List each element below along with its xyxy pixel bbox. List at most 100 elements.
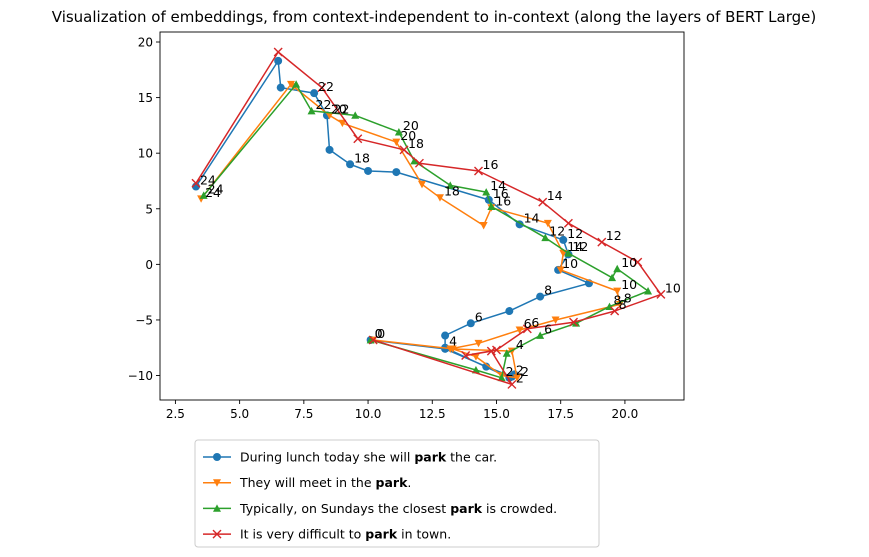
x-tick-label: 17.5 — [547, 407, 574, 421]
data-point — [564, 249, 573, 257]
x-tick-label: 20.0 — [612, 407, 639, 421]
layer-label: 14 — [524, 210, 540, 225]
data-point — [307, 106, 316, 115]
x-marker-stroke — [317, 83, 327, 93]
x-marker-stroke — [191, 178, 201, 188]
data-point — [633, 257, 643, 267]
legend-text: the car. — [446, 450, 497, 465]
data-point — [610, 306, 620, 316]
data-point — [536, 292, 545, 301]
legend-text: Typically, on Sundays the closest — [239, 501, 450, 516]
layer-label: 24 — [200, 173, 216, 188]
layer-label: 10 — [665, 280, 681, 295]
y-tick-label: 20 — [138, 36, 153, 50]
legend-entry: They will meet in the park. — [203, 475, 411, 490]
layer-label: 0 — [375, 326, 383, 341]
layer-label: 10 — [562, 256, 578, 271]
layer-label: 8 — [544, 283, 552, 298]
legend-bold-word: park — [450, 501, 483, 516]
data-point — [410, 156, 419, 165]
legend-text: in town. — [397, 527, 451, 542]
series-4 — [191, 47, 666, 389]
data-point — [392, 168, 401, 177]
series-3 — [199, 80, 653, 382]
data-point — [572, 319, 581, 327]
legend-marker — [213, 504, 221, 512]
y-tick-label: 10 — [138, 147, 153, 161]
layer-label: 16 — [483, 157, 499, 172]
legend-text: During lunch today she will — [240, 450, 414, 465]
layer-label: 22 — [316, 97, 332, 112]
y-tick-label: 5 — [145, 202, 153, 216]
layer-label: 20 — [400, 128, 416, 143]
legend-label: They will meet in the park. — [239, 475, 411, 490]
data-point — [191, 178, 201, 188]
data-point — [310, 89, 319, 98]
x-marker-stroke — [461, 351, 471, 361]
layer-label: 12 — [567, 226, 583, 241]
data-point — [474, 166, 484, 176]
layer-label: 8 — [614, 293, 622, 308]
layer-label: 8 — [624, 290, 632, 305]
data-point — [399, 145, 409, 155]
y-tick-label: 0 — [145, 258, 153, 272]
layer-label: 2 — [516, 363, 524, 378]
data-point — [559, 235, 568, 244]
data-point — [325, 111, 334, 120]
data-point — [538, 197, 548, 207]
x-marker-stroke — [610, 306, 620, 316]
data-point — [613, 287, 622, 296]
layer-label: 8 — [619, 297, 627, 312]
x-marker-stroke — [597, 237, 607, 247]
data-point — [414, 158, 424, 168]
data-point — [479, 222, 488, 230]
data-point — [461, 351, 471, 361]
x-tick-label: 12.5 — [419, 407, 446, 421]
data-point — [368, 335, 378, 345]
layer-label: 18 — [444, 184, 460, 199]
legend-bold-word: park — [376, 475, 409, 490]
data-point — [522, 324, 532, 334]
data-point — [441, 331, 450, 340]
x-marker-stroke — [353, 134, 363, 144]
x-tick-label: 10.0 — [355, 407, 382, 421]
layer-label: 22 — [334, 101, 350, 116]
layer-label: 0 — [375, 326, 383, 341]
layer-label: 10 — [621, 255, 637, 270]
legend-bold-word: park — [365, 527, 398, 542]
data-point — [597, 237, 607, 247]
data-point — [446, 181, 455, 189]
layer-label: 12 — [549, 224, 565, 239]
layer-label: 6 — [544, 322, 552, 337]
x-axis: 2.5 5.0 7.5 10.0 12.5 15.0 17.5 20.0 — [166, 400, 638, 421]
data-point — [471, 353, 480, 361]
x-marker-stroke — [368, 335, 378, 345]
data-point — [613, 264, 622, 273]
layer-label: 4 — [449, 334, 457, 349]
data-point — [507, 379, 517, 389]
data-point — [482, 188, 491, 196]
x-marker-stroke — [633, 257, 643, 267]
layer-label: 12 — [572, 239, 588, 254]
legend-label: During lunch today she will park the car… — [240, 450, 497, 465]
legend-text: It is very difficult to — [240, 527, 365, 542]
x-marker-stroke — [538, 197, 548, 207]
data-point — [317, 83, 327, 93]
data-point — [556, 266, 565, 274]
data-point — [351, 111, 360, 119]
data-point — [551, 316, 560, 324]
layer-label: 14 — [490, 178, 506, 193]
x-marker-stroke — [656, 289, 666, 299]
plot-area: 0246810121416182022240246810141618202224… — [191, 47, 681, 389]
y-axis: −10 −5 0 5 10 15 20 — [128, 36, 160, 383]
data-point — [502, 349, 511, 357]
legend-text: is crowded. — [482, 501, 557, 516]
data-point — [513, 374, 522, 382]
legend-label: It is very difficult to park in town. — [240, 527, 451, 542]
x-marker-stroke — [569, 317, 579, 327]
data-point — [644, 287, 653, 295]
data-point — [276, 83, 285, 92]
layer-label: 6 — [524, 316, 532, 331]
x-marker-stroke — [507, 379, 517, 389]
